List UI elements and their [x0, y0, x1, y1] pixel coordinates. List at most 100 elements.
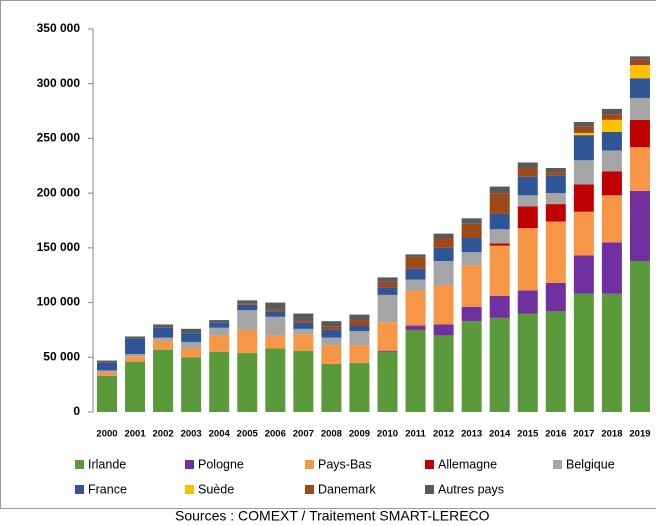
bar-segment: [97, 370, 117, 373]
bar-segment: [573, 126, 594, 133]
legend-label: France: [88, 482, 127, 496]
bar-segment: [517, 313, 538, 412]
bar-segment: [293, 322, 314, 329]
bar-segment: [209, 327, 230, 336]
bar-segment: [461, 306, 482, 322]
bar-segment: [97, 372, 117, 376]
x-tick-label: 2010: [377, 429, 398, 440]
bar-segment: [629, 78, 650, 98]
bar-segment: [349, 314, 370, 321]
legend-label: Danemark: [318, 482, 376, 496]
bar-segment: [517, 167, 538, 177]
bar-segment: [209, 322, 230, 328]
bar-segment: [181, 348, 202, 358]
bar-segment: [601, 114, 622, 120]
bar-segment: [629, 97, 650, 120]
bar-segment: [265, 309, 286, 312]
bar-segment: [433, 238, 454, 248]
legend-label: Autres pays: [438, 482, 504, 496]
bar-segment: [573, 132, 594, 136]
bar-segment: [377, 351, 398, 412]
bar-segment: [125, 356, 146, 362]
bar-segment: [545, 311, 566, 412]
bar-segment: [125, 354, 146, 357]
bar-segment: [629, 260, 650, 412]
legend-swatch: [425, 485, 434, 494]
bar-segment: [181, 357, 202, 412]
bar-segment: [517, 195, 538, 207]
bar-segment: [293, 328, 314, 335]
bar-segment: [489, 296, 510, 318]
bar-segment: [461, 321, 482, 412]
legend-swatch: [425, 460, 434, 469]
bar-segment: [377, 322, 398, 351]
bar-segment: [321, 329, 342, 338]
legend-label: Allemagne: [438, 457, 497, 471]
y-tick-label: 100 000: [37, 295, 81, 309]
bar-segment: [125, 336, 146, 339]
legend-swatch: [305, 485, 314, 494]
y-tick-label: 350 000: [37, 21, 81, 35]
bar-segment: [377, 350, 398, 352]
bar-segment: [517, 176, 538, 196]
bar-segment: [573, 122, 594, 127]
y-tick-label: 150 000: [37, 240, 81, 254]
bar-segment: [629, 56, 650, 60]
x-tick-label: 2005: [237, 429, 259, 440]
chart-frame: [0, 0, 656, 509]
bar-segment: [125, 338, 146, 355]
bar-segment: [153, 337, 174, 341]
bar-segment: [601, 150, 622, 172]
bar-segment: [265, 348, 286, 412]
bar-segment: [461, 265, 482, 307]
x-tick-label: 2016: [545, 429, 566, 440]
legend-label: Pologne: [198, 457, 244, 471]
bar-segment: [321, 326, 342, 330]
bar-segment: [181, 341, 202, 349]
bar-segment: [545, 204, 566, 222]
bar-segment: [433, 335, 454, 412]
bar-segment: [377, 294, 398, 323]
bar-segment: [377, 281, 398, 288]
bar-segment: [349, 320, 370, 326]
bar-segment: [153, 340, 174, 350]
bar-segment: [489, 229, 510, 244]
bar-segment: [601, 242, 622, 294]
bar-segment: [265, 316, 286, 336]
bar-segment: [629, 147, 650, 191]
bar-segment: [237, 304, 258, 311]
x-tick-label: 2007: [293, 429, 314, 440]
bar-segment: [405, 325, 426, 330]
x-tick-label: 2019: [629, 429, 650, 440]
bar-segment: [629, 65, 650, 79]
x-tick-label: 2002: [153, 429, 174, 440]
bar-segment: [405, 254, 426, 257]
bar-segment: [237, 303, 258, 305]
bar-segment: [601, 195, 622, 243]
bar-segment: [601, 171, 622, 196]
bar-segment: [405, 256, 426, 269]
x-tick-label: 2018: [601, 429, 622, 440]
bar-segment: [237, 329, 258, 353]
y-tick-label: 250 000: [37, 131, 81, 145]
bar-segment: [545, 282, 566, 312]
bar-segment: [545, 221, 566, 283]
bar-segment: [97, 360, 117, 363]
bar-segment: [153, 324, 174, 328]
x-tick-label: 2015: [517, 429, 539, 440]
bar-segment: [545, 175, 566, 194]
bar-segment: [349, 325, 370, 332]
bar-segment: [293, 313, 314, 321]
bar-segment: [433, 285, 454, 325]
x-tick-label: 2003: [181, 429, 202, 440]
y-tick-label: 300 000: [37, 76, 81, 90]
bar-segment: [489, 193, 510, 214]
bar-segment: [125, 361, 146, 412]
bar-segment: [97, 362, 117, 371]
source-note: Sources : COMEXT / Traitement SMART-LERE…: [175, 508, 490, 524]
bar-segment: [573, 135, 594, 161]
bar-segment: [461, 223, 482, 239]
bar-segment: [461, 218, 482, 224]
bar-segment: [545, 193, 566, 205]
bar-segment: [573, 255, 594, 294]
